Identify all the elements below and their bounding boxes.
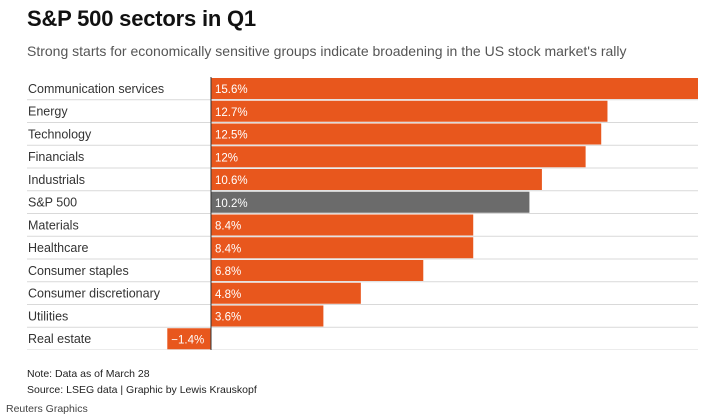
category-label-communication-services: Communication services bbox=[28, 82, 164, 96]
category-label-financials: Financials bbox=[28, 150, 84, 164]
value-label-consumer-discretionary: 4.8% bbox=[215, 289, 241, 301]
bar-technology bbox=[211, 123, 602, 145]
chart-subtitle: Strong starts for economically sensitive… bbox=[27, 43, 627, 59]
category-label-consumer-discretionary: Consumer discretionary bbox=[28, 287, 161, 301]
category-label-energy: Energy bbox=[28, 105, 68, 119]
bar-communication-services bbox=[211, 78, 698, 99]
value-label-materials: 8.4% bbox=[215, 221, 241, 233]
value-label-s-p-500: 10.2% bbox=[215, 198, 248, 210]
value-label-energy: 12.7% bbox=[215, 107, 248, 119]
bar-financials bbox=[211, 146, 586, 168]
value-label-healthcare: 8.4% bbox=[215, 243, 241, 255]
bar-energy bbox=[211, 100, 608, 122]
bar-consumer-staples bbox=[211, 260, 424, 281]
bar-industrials bbox=[211, 169, 542, 190]
chart-note: Note: Data as of March 28 bbox=[27, 368, 150, 380]
bar-consumer-discretionary bbox=[211, 282, 361, 304]
value-label-utilities: 3.6% bbox=[215, 312, 241, 324]
category-label-real-estate: Real estate bbox=[28, 332, 91, 346]
reuters-graphics-credit: Reuters Graphics bbox=[6, 403, 88, 415]
value-label-communication-services: 15.6% bbox=[215, 84, 248, 96]
bar-materials bbox=[211, 214, 474, 236]
bar-utilities bbox=[211, 305, 324, 327]
value-label-technology: 12.5% bbox=[215, 130, 248, 142]
category-label-industrials: Industrials bbox=[28, 173, 85, 187]
bar-chart: Communication services 15.6% Energy 12.7% Te… bbox=[27, 77, 698, 350]
category-label-utilities: Utilities bbox=[28, 309, 68, 323]
category-label-consumer-staples: Consumer staples bbox=[28, 264, 129, 278]
category-label-materials: Materials bbox=[28, 218, 79, 232]
chart-source: Source: LSEG data | Graphic by Lewis Kra… bbox=[27, 384, 257, 396]
category-label-technology: Technology bbox=[28, 127, 92, 141]
value-label-consumer-staples: 6.8% bbox=[215, 266, 241, 278]
category-label-healthcare: Healthcare bbox=[28, 241, 88, 255]
category-label-s-p-500: S&P 500 bbox=[28, 196, 77, 210]
chart-title: S&P 500 sectors in Q1 bbox=[27, 6, 256, 31]
bar-s-p-500 bbox=[211, 191, 530, 213]
value-label-financials: 12% bbox=[215, 152, 238, 164]
value-label-industrials: 10.6% bbox=[215, 175, 248, 187]
bar-healthcare bbox=[211, 237, 474, 259]
value-label-real-estate: −1.4% bbox=[171, 334, 204, 346]
bar-real-estate bbox=[167, 328, 211, 350]
